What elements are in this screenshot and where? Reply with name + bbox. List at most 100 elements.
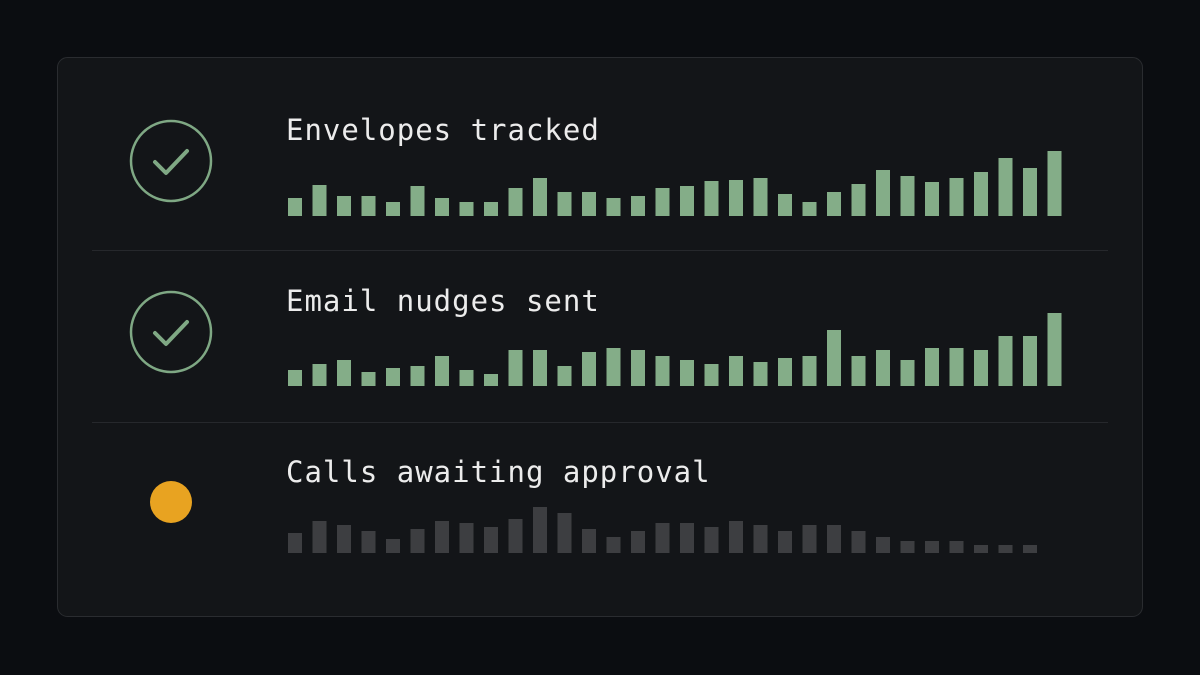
bar [631,531,645,553]
bar [606,198,621,216]
bar [998,545,1013,553]
bar [508,188,523,216]
pending-dot [150,481,192,523]
bar [410,186,425,216]
bar [410,529,425,553]
bar [729,180,743,216]
bar [704,181,719,216]
bar [729,356,743,386]
bar [704,527,719,553]
bar [631,350,645,386]
bar [655,523,670,553]
bar [949,541,964,553]
bar [582,192,596,216]
bar [459,523,474,553]
bar [778,531,792,553]
bar [704,364,719,386]
bar [680,523,694,553]
bar [974,545,988,553]
bar [900,360,915,386]
bar [631,196,645,216]
bar [386,539,400,553]
check-icon [129,290,213,374]
bar [974,350,988,386]
bar [337,360,351,386]
bar [606,348,621,386]
bar [925,348,939,386]
bar [386,368,400,386]
bar [949,348,964,386]
bar [802,202,817,216]
bar [680,186,694,216]
bar [361,531,376,553]
bar [900,541,915,553]
card [57,57,1143,617]
bar [851,356,866,386]
bar [925,541,939,553]
bar [361,196,376,216]
bar [1023,168,1037,216]
row-label: Email nudges sent [286,284,600,318]
bar [557,513,572,553]
bar [802,525,817,553]
bar [533,350,547,386]
bar [533,507,547,553]
bar [1047,313,1062,386]
bar [876,350,890,386]
bar [851,184,866,216]
bar [484,202,498,216]
bar [312,521,327,553]
bar [288,370,302,386]
bar [753,362,768,386]
bar [484,527,498,553]
bar [925,182,939,216]
bar [508,350,523,386]
bar [312,185,327,216]
row-label: Calls awaiting approval [286,455,711,489]
bar [753,525,768,553]
bar [998,158,1013,216]
bar [655,188,670,216]
bar [337,525,351,553]
bar [753,178,768,216]
bar [876,170,890,216]
bar [557,366,572,386]
bar [508,519,523,553]
bar [655,356,670,386]
bar [827,525,841,553]
bar [435,356,449,386]
bar [435,198,449,216]
bar [410,366,425,386]
bar [361,372,376,386]
bar [998,336,1013,386]
bar [729,521,743,553]
bar [949,178,964,216]
bar [337,196,351,216]
bar [288,533,302,553]
bar [778,358,792,386]
bar [802,356,817,386]
bar [974,172,988,216]
check-icon [129,119,213,203]
bar [533,178,547,216]
bar [386,202,400,216]
bar [459,370,474,386]
bar [312,364,327,386]
bar [1047,151,1062,216]
bar [1023,336,1037,386]
bar [582,352,596,386]
bar [1023,545,1037,553]
bar [827,192,841,216]
bar [680,360,694,386]
bar [876,537,890,553]
bar [582,529,596,553]
bar [778,194,792,216]
bar [851,531,866,553]
bar [606,537,621,553]
bar [900,176,915,216]
row-label: Envelopes tracked [286,113,600,147]
bar [557,192,572,216]
bar [459,202,474,216]
